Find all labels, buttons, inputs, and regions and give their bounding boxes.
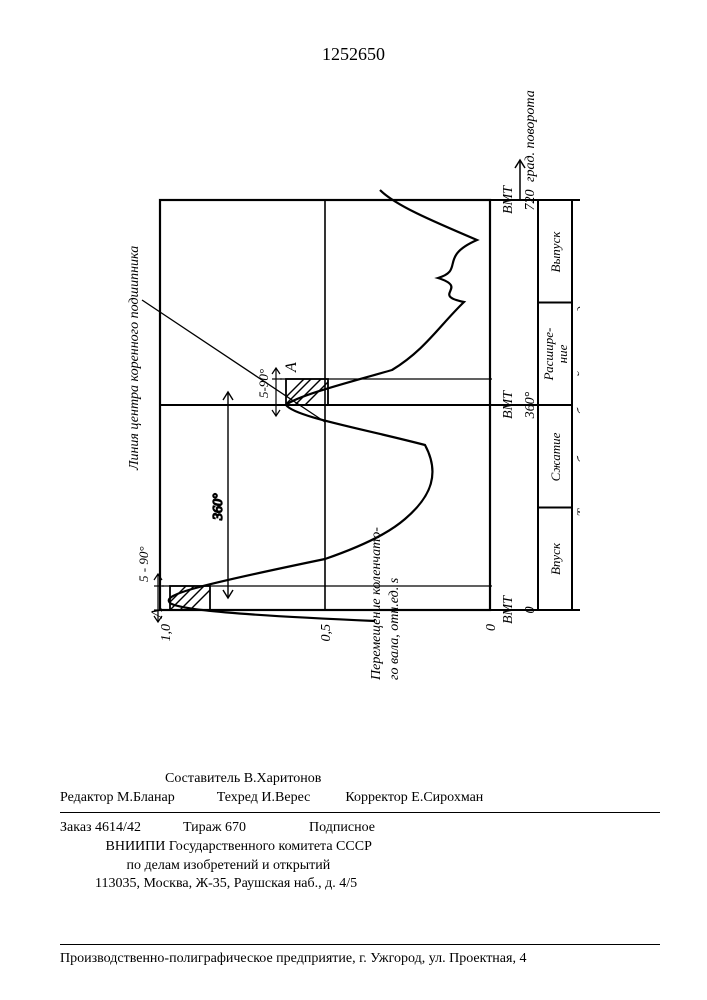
svg-text:Такты рабочего в ближайшем цил: Такты рабочего в ближайшем цилиндре <box>574 294 580 517</box>
figure-2: 0 0,5 1,0 Перемещение коленчато- го вала… <box>120 90 580 720</box>
label-5-90-right: 5-90° <box>256 369 271 398</box>
ytick-05: 0,5 <box>319 624 334 642</box>
svg-text:Расшире-: Расшире- <box>541 328 556 382</box>
label-5-90-left: 5 - 90° <box>136 546 151 582</box>
svg-text:360°: 360° <box>523 391 538 419</box>
svg-text:Сжатие: Сжатие <box>548 432 563 481</box>
footer: Производственно-полиграфическое предприя… <box>60 944 660 967</box>
svg-text:720: 720 <box>523 190 538 211</box>
imprint-block: Составитель В.Харитонов Редактор М.Блана… <box>60 770 660 894</box>
svg-text:Впуск: Впуск <box>548 542 563 575</box>
svg-text:Линия центра коренного подшипн: Линия центра коренного подшипника <box>127 246 142 471</box>
label-360: 360° <box>211 493 226 521</box>
svg-text:A: A <box>283 362 300 373</box>
ytick-1: 1,0 <box>159 624 174 642</box>
svg-text:ВМТ: ВМТ <box>501 185 516 214</box>
svg-text:град. поворота коленчатого вал: град. поворота коленчатого вала <box>523 90 538 182</box>
svg-text:ВМТ: ВМТ <box>501 390 516 419</box>
svg-text:Выпуск: Выпуск <box>548 231 563 273</box>
cycle-table: Впуск Сжатие Расшире- ние Выпуск Такты р… <box>538 200 580 610</box>
svg-text:ВМТ: ВМТ <box>501 595 516 624</box>
svg-text:ние: ние <box>555 344 570 363</box>
doc-number: 1252650 <box>0 44 707 65</box>
svg-text:0: 0 <box>523 607 538 614</box>
ytick-0: 0 <box>484 624 499 631</box>
